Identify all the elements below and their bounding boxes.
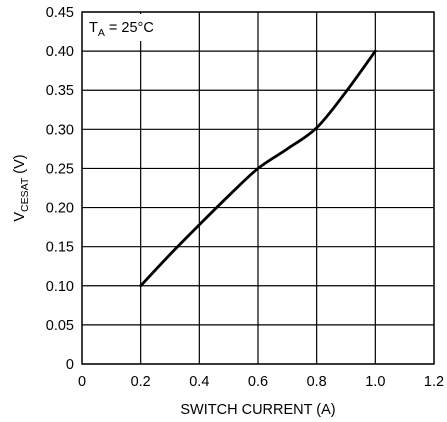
annotation-rest: = 25°C xyxy=(105,20,154,36)
annotation-subscript: A xyxy=(98,27,105,39)
y-tick-labels: 0 0.05 0.10 0.15 0.20 0.25 0.30 0.35 0.40 0.45 xyxy=(46,5,74,373)
y-tick-label: 0.35 xyxy=(46,83,74,99)
x-tick-labels: 0 0.2 0.4 0.6 0.8 1.0 1.2 xyxy=(78,374,444,390)
plot-frame xyxy=(81,11,435,365)
y-tick-label: 0.15 xyxy=(46,240,74,256)
x-tick-label: 0 xyxy=(78,374,86,390)
x-axis-label: SWITCH CURRENT (A) xyxy=(180,402,335,418)
y-tick-label: 0.45 xyxy=(46,5,74,21)
x-tick-label: 0.2 xyxy=(131,374,151,390)
x-tick-label: 1.0 xyxy=(365,374,385,390)
y-axis-label: VCESAT (V) xyxy=(12,154,31,221)
series-line xyxy=(139,49,377,288)
annotation-background xyxy=(84,14,184,41)
y-tick-label: 0.25 xyxy=(46,161,74,177)
x-tick-label: 1.2 xyxy=(424,374,444,390)
y-tick-label: 0.10 xyxy=(46,279,74,295)
annotation-main: T xyxy=(89,20,98,36)
x-tick-label: 0.4 xyxy=(189,374,209,390)
y-tick-label: 0.20 xyxy=(46,201,74,217)
grid xyxy=(81,11,435,365)
y-axis-label-main: V xyxy=(12,212,28,222)
y-tick-label: 0.05 xyxy=(46,318,74,334)
y-axis-label-subscript: CESAT xyxy=(19,177,31,212)
x-tick-label: 0.6 xyxy=(248,374,268,390)
y-tick-label: 0 xyxy=(66,357,74,373)
temperature-annotation: TA = 25°C xyxy=(89,20,154,39)
y-tick-label: 0.40 xyxy=(46,44,74,60)
y-tick-label: 0.30 xyxy=(46,122,74,138)
x-tick-label: 0.8 xyxy=(307,374,327,390)
y-axis-label-unit: (V) xyxy=(12,154,28,177)
